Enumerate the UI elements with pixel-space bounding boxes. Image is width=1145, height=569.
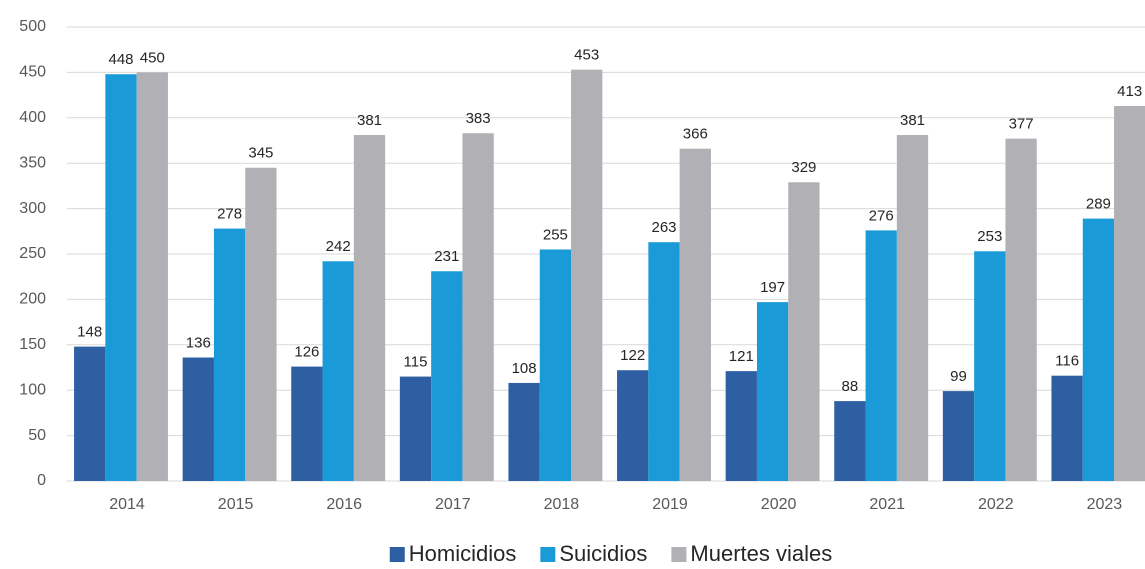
bar (648, 242, 680, 481)
bar (245, 167, 277, 482)
y-tick-label: 200 (19, 291, 46, 308)
bar (1005, 138, 1037, 481)
value-label: 88 (842, 378, 859, 395)
x-tick-label: 2020 (761, 496, 797, 513)
x-tick-label: 2018 (544, 496, 580, 513)
value-label: 413 (1117, 83, 1142, 100)
value-label: 381 (357, 112, 382, 129)
value-label: 126 (294, 344, 319, 361)
value-label: 345 (248, 145, 273, 162)
legend-label: Suicidios (559, 541, 647, 566)
x-tick-label: 2015 (218, 496, 254, 513)
legend-swatch (540, 547, 556, 562)
value-label: 366 (683, 126, 708, 143)
bar (942, 391, 975, 481)
value-label: 453 (574, 47, 599, 64)
bar (105, 74, 137, 481)
bar (462, 133, 494, 481)
bar (679, 148, 711, 481)
bar (1051, 375, 1083, 481)
value-label: 197 (760, 279, 785, 296)
y-tick-label: 500 (19, 18, 46, 35)
bar (788, 182, 820, 481)
bar (617, 370, 649, 481)
bar (431, 271, 463, 481)
bar (1114, 105, 1145, 481)
x-tick-label: 2016 (326, 496, 362, 513)
value-label: 121 (729, 348, 754, 365)
value-label: 122 (620, 347, 645, 364)
bar (291, 366, 323, 481)
value-label: 278 (217, 206, 242, 223)
value-label: 136 (186, 334, 211, 351)
y-tick-label: 0 (37, 472, 46, 489)
y-tick-label: 250 (19, 245, 46, 262)
bar (756, 302, 789, 481)
bar (539, 249, 572, 481)
bar (896, 135, 929, 481)
bar (182, 357, 214, 481)
x-tick-label: 2022 (978, 496, 1014, 513)
y-tick-label: 350 (19, 154, 46, 171)
value-label: 329 (791, 159, 816, 176)
x-tick-label: 2017 (435, 496, 471, 513)
x-tick-label: 2021 (869, 496, 905, 513)
bar (74, 346, 106, 481)
legend-swatch (389, 547, 405, 562)
value-label: 255 (543, 226, 568, 243)
y-tick-label: 50 (28, 427, 46, 444)
value-label: 381 (900, 112, 925, 129)
x-tick-label: 2014 (109, 496, 145, 513)
bar (353, 135, 386, 481)
y-tick-label: 450 (19, 64, 46, 81)
bar (399, 376, 432, 481)
x-tick-label: 2023 (1087, 496, 1123, 513)
value-label: 231 (434, 248, 459, 265)
value-label: 377 (1009, 116, 1034, 133)
value-label: 148 (77, 324, 102, 341)
y-tick-label: 150 (19, 336, 46, 353)
value-label: 448 (108, 51, 133, 68)
legend-label: Muertes viales (690, 541, 832, 566)
value-label: 99 (950, 368, 967, 385)
y-tick-label: 300 (19, 200, 46, 217)
bar (865, 230, 897, 481)
y-tick-label: 100 (19, 381, 46, 398)
y-tick-label: 400 (19, 109, 46, 126)
bar (136, 72, 168, 482)
bar (508, 382, 540, 481)
x-tick-label: 2019 (652, 496, 688, 513)
bar (322, 261, 354, 481)
legend-label: Homicidios (409, 541, 517, 566)
value-label: 115 (404, 354, 428, 371)
bar (571, 69, 603, 482)
value-label: 383 (466, 110, 491, 127)
bar (834, 401, 866, 481)
bar (974, 251, 1006, 481)
value-label: 263 (651, 219, 676, 236)
bar (725, 371, 757, 481)
bar (213, 228, 246, 481)
legend-swatch (671, 547, 687, 562)
value-label: 289 (1086, 196, 1111, 213)
bar (1082, 218, 1115, 481)
value-label: 116 (1055, 353, 1079, 370)
value-label: 242 (326, 238, 351, 255)
value-label: 276 (869, 207, 894, 224)
value-label: 253 (977, 228, 1002, 245)
value-label: 450 (140, 49, 165, 66)
value-label: 108 (512, 360, 537, 377)
